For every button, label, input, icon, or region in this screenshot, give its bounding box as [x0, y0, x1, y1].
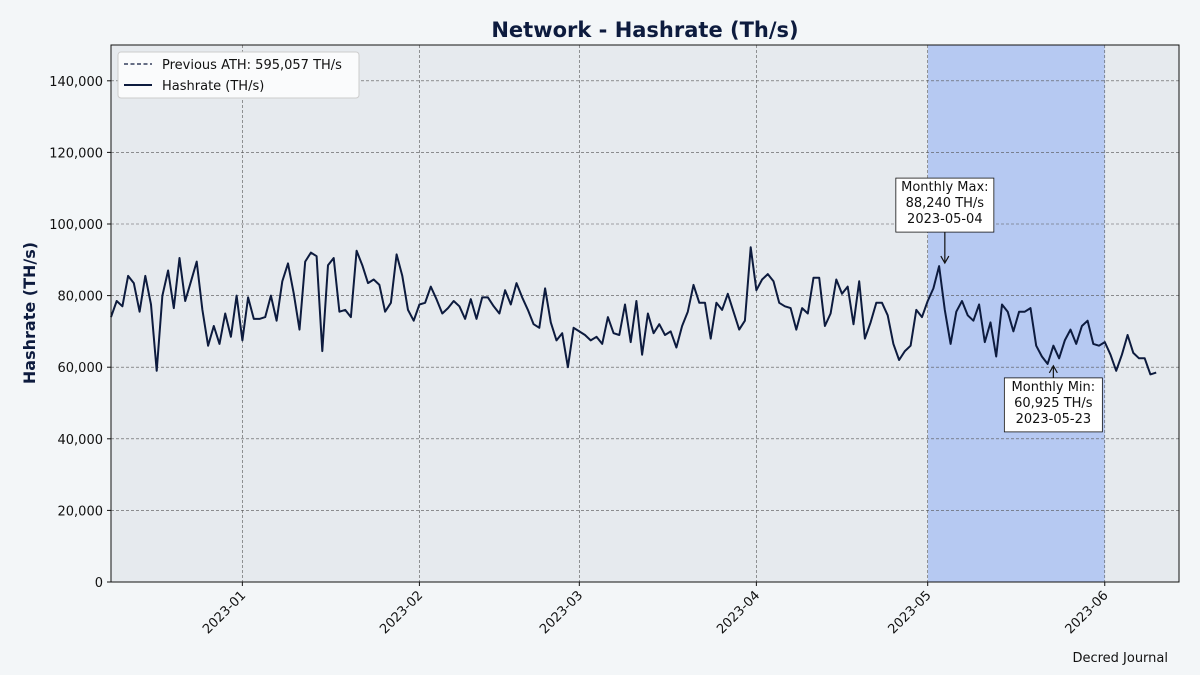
annotation-box: [1003, 377, 1103, 433]
y-tick-label: 120,000: [49, 146, 103, 161]
annotations: Monthly Max:88,240 TH/s2023-05-04Monthly…: [895, 177, 1103, 433]
y-tick-label: 80,000: [58, 290, 104, 305]
y-tick-label: 60,000: [58, 361, 104, 376]
annotation-box: [895, 177, 995, 233]
annotation-text-line: 88,240 TH/s: [906, 196, 985, 211]
annotation-text-line: Monthly Min:: [1012, 380, 1096, 395]
highlight-span-may: [927, 45, 1105, 582]
x-tick-label: 2023-04: [714, 588, 763, 637]
legend-ath-label: Previous ATH: 595,057 TH/s: [162, 58, 342, 73]
annotation-text-line: 60,925 TH/s: [1014, 396, 1093, 411]
plot-frame: [110, 44, 1180, 583]
x-gridlines: [242, 45, 1106, 582]
y-axis-ticks: 0 20,000 40,000 60,000 80,000 100,000 120,000 1…: [49, 75, 111, 591]
y-gridlines: [111, 80, 1179, 511]
y-tick-label: 0: [95, 576, 103, 591]
annotation-text-line: 2023-05-23: [1016, 412, 1092, 427]
x-axis-ticks: 2023-01 2023-02 2023-03 2023-04 2023-05 2023-…: [200, 582, 1112, 637]
x-tick-label: 2023-02: [377, 588, 426, 637]
y-tick-label: 140,000: [49, 75, 103, 90]
y-axis-label: Hashrate (TH/s): [20, 242, 39, 384]
annotation-arrow-head: [940, 255, 950, 265]
y-tick-label: 40,000: [58, 433, 104, 448]
annotation-text-line: 2023-05-04: [907, 212, 983, 227]
x-tick-label: 2023-03: [537, 588, 586, 637]
legend-hashrate-label: Hashrate (TH/s): [162, 79, 264, 94]
x-tick-label: 2023-01: [200, 588, 249, 637]
y-tick-label: 100,000: [49, 218, 103, 233]
annotation-arrow-head: [1048, 364, 1058, 374]
credit-text: Decred Journal: [1072, 651, 1168, 666]
hashrate-series-line: [110, 246, 1157, 376]
y-tick-label: 20,000: [58, 504, 104, 519]
x-tick-label: 2023-06: [1063, 588, 1112, 637]
annotation-text-line: Monthly Max:: [901, 180, 988, 195]
legend: Previous ATH: 595,057 TH/s Hashrate (TH/…: [117, 51, 360, 99]
chart-title: Network - Hashrate (Th/s): [491, 18, 798, 42]
legend-box: [117, 51, 360, 99]
x-tick-label: 2023-05: [886, 588, 935, 637]
